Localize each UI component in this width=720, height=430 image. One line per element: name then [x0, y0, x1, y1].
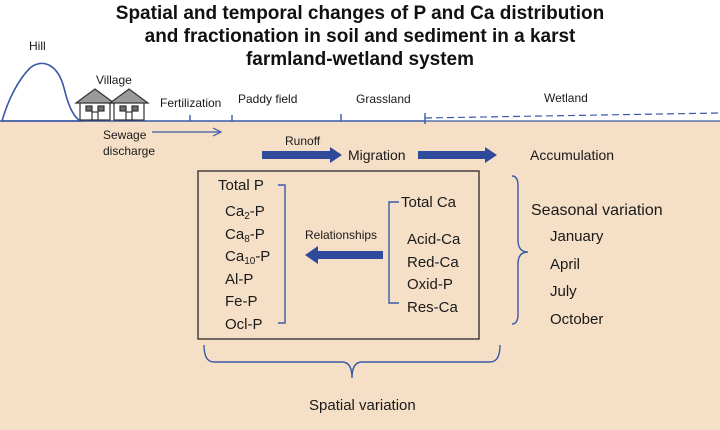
- p-fraction-bracket: [278, 184, 286, 324]
- spatial-brace: [203, 344, 501, 379]
- p-fraction-item: Ca10-P: [225, 248, 271, 267]
- accumulation-label: Accumulation: [530, 147, 615, 163]
- paddy-field-label: Paddy field: [238, 92, 298, 106]
- village-label: Village: [96, 73, 132, 87]
- title-line-3: farmland-wetland system: [245, 49, 475, 70]
- hill-label: Hill: [29, 39, 46, 53]
- title-line-1: Spatial and temporal changes of P and Ca…: [115, 3, 605, 24]
- seasonal-variation-label: Seasonal variation: [531, 202, 663, 219]
- ca-fraction-bracket: [388, 201, 399, 304]
- title-line-2: and fractionation in soil and sediment i…: [144, 26, 576, 47]
- p-fraction-item: Ca2-P: [225, 203, 265, 222]
- sewage-label-line-1: Sewage: [103, 128, 147, 142]
- season-item: July: [550, 283, 577, 300]
- ca-fraction-item: Red-Ca: [407, 253, 459, 271]
- p-fraction-item: Al-P: [225, 270, 254, 288]
- ca-fraction-list: Acid-Ca Red-Ca Oxid-P Res-Ca: [407, 229, 460, 319]
- wetland-label: Wetland: [544, 91, 588, 105]
- ca-fraction-item: Res-Ca: [407, 298, 458, 316]
- house-icon-2: [108, 88, 150, 121]
- seasonal-brace: [511, 175, 529, 325]
- p-fraction-list: Ca2-P Ca8-P Ca10-P Al-P Fe-P Ocl-P: [225, 201, 270, 336]
- p-fraction-item: Ocl-P: [225, 315, 263, 333]
- total-ca-label: Total Ca: [401, 194, 457, 211]
- ca-fraction-item: Oxid-P: [407, 276, 453, 293]
- hill-outline: [0, 62, 83, 122]
- relationships-arrow: [305, 246, 383, 264]
- grassland-label: Grassland: [356, 92, 411, 106]
- fractions-box: [197, 170, 480, 340]
- season-item: October: [550, 310, 604, 328]
- season-list: January April July October: [550, 223, 603, 333]
- wetland-water-line: [424, 112, 720, 119]
- relationships-label: Relationships: [305, 228, 378, 242]
- p-fraction-item: Ca8-P: [225, 225, 265, 245]
- ca-fraction-item: Acid-Ca: [407, 231, 461, 248]
- season-item: January: [550, 228, 604, 245]
- sewage-label-line-2: discharge: [103, 144, 156, 158]
- soil-background: [0, 121, 720, 430]
- sewage-arrow-head: [212, 127, 223, 137]
- total-p-label: Total P: [218, 177, 264, 194]
- accumulation-arrow: [418, 147, 497, 163]
- fertilization-label: Fertilization: [160, 96, 222, 110]
- season-item: April: [550, 255, 581, 273]
- runoff-arrow: [262, 147, 342, 163]
- migration-label: Migration: [348, 147, 406, 163]
- p-fraction-item: Fe-P: [225, 293, 258, 310]
- spatial-variation-label: Spatial variation: [309, 397, 416, 414]
- house-icon: [74, 88, 116, 121]
- runoff-label: Runoff: [285, 134, 321, 148]
